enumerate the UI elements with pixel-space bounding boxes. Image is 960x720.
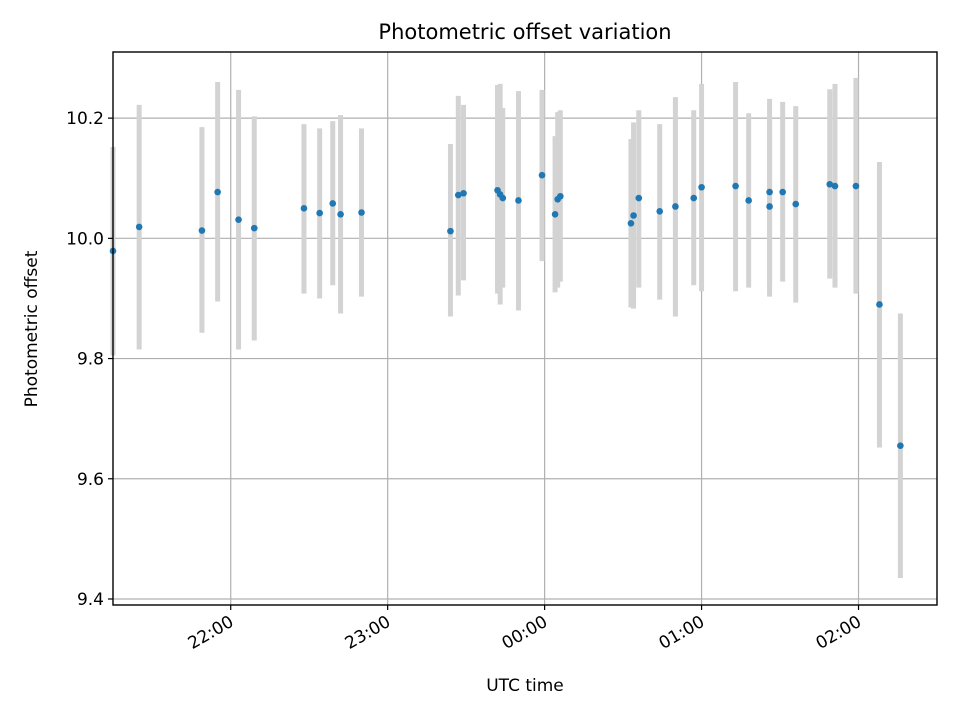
data-point (766, 188, 773, 196)
data-point (672, 203, 679, 210)
y-tick-label: 10.0 (66, 229, 104, 249)
data-point (690, 194, 698, 202)
x-axis-label: UTC time (486, 676, 564, 696)
y-axis-ticks: 9.4 9.6 9.8 10.0 10.2 (66, 109, 113, 610)
data-point (538, 171, 546, 179)
data-point (460, 189, 467, 197)
data-point (897, 442, 904, 450)
data-point (656, 207, 664, 215)
y-tick-label: 9.6 (77, 470, 104, 490)
data-point (779, 188, 786, 196)
plot-frame (112, 51, 938, 606)
data-points (109, 171, 904, 450)
data-point (337, 210, 344, 218)
y-tick-label: 10.2 (66, 109, 104, 129)
y-axis-label: Photometric offset (22, 250, 42, 407)
grid-lines (113, 52, 937, 605)
data-point (557, 192, 564, 200)
y-tick-label: 9.8 (77, 350, 104, 370)
data-point (454, 191, 462, 199)
data-point (766, 203, 773, 210)
data-point (627, 220, 635, 227)
data-point (551, 210, 559, 218)
x-tick-label: 22:00 (185, 612, 237, 654)
data-point (732, 182, 739, 190)
chart-title: Photometric offset variation (378, 20, 671, 44)
data-point (329, 200, 337, 207)
x-tick-label: 01:00 (656, 612, 708, 654)
y-tick-label: 9.4 (77, 590, 104, 610)
x-tick-label: 02:00 (813, 612, 865, 654)
data-point (235, 216, 242, 224)
data-point (698, 183, 705, 191)
data-point (300, 204, 308, 212)
data-point (826, 180, 834, 188)
data-point (447, 227, 454, 235)
data-point (852, 182, 860, 190)
data-point (499, 194, 507, 202)
data-point (515, 197, 522, 204)
data-point (250, 224, 258, 232)
data-point (358, 209, 365, 216)
data-point (876, 301, 883, 308)
data-point (630, 212, 637, 219)
data-point (198, 227, 206, 234)
data-point (792, 200, 800, 208)
data-point (316, 209, 323, 217)
x-tick-label: 23:00 (342, 612, 394, 654)
data-point (745, 197, 752, 204)
data-point (831, 182, 839, 190)
data-point (635, 194, 643, 202)
data-point (135, 223, 143, 231)
x-axis-ticks: 22:00 23:00 00:00 01:00 02:00 (185, 605, 865, 654)
data-point (214, 188, 221, 196)
x-tick-label: 00:00 (499, 612, 551, 654)
